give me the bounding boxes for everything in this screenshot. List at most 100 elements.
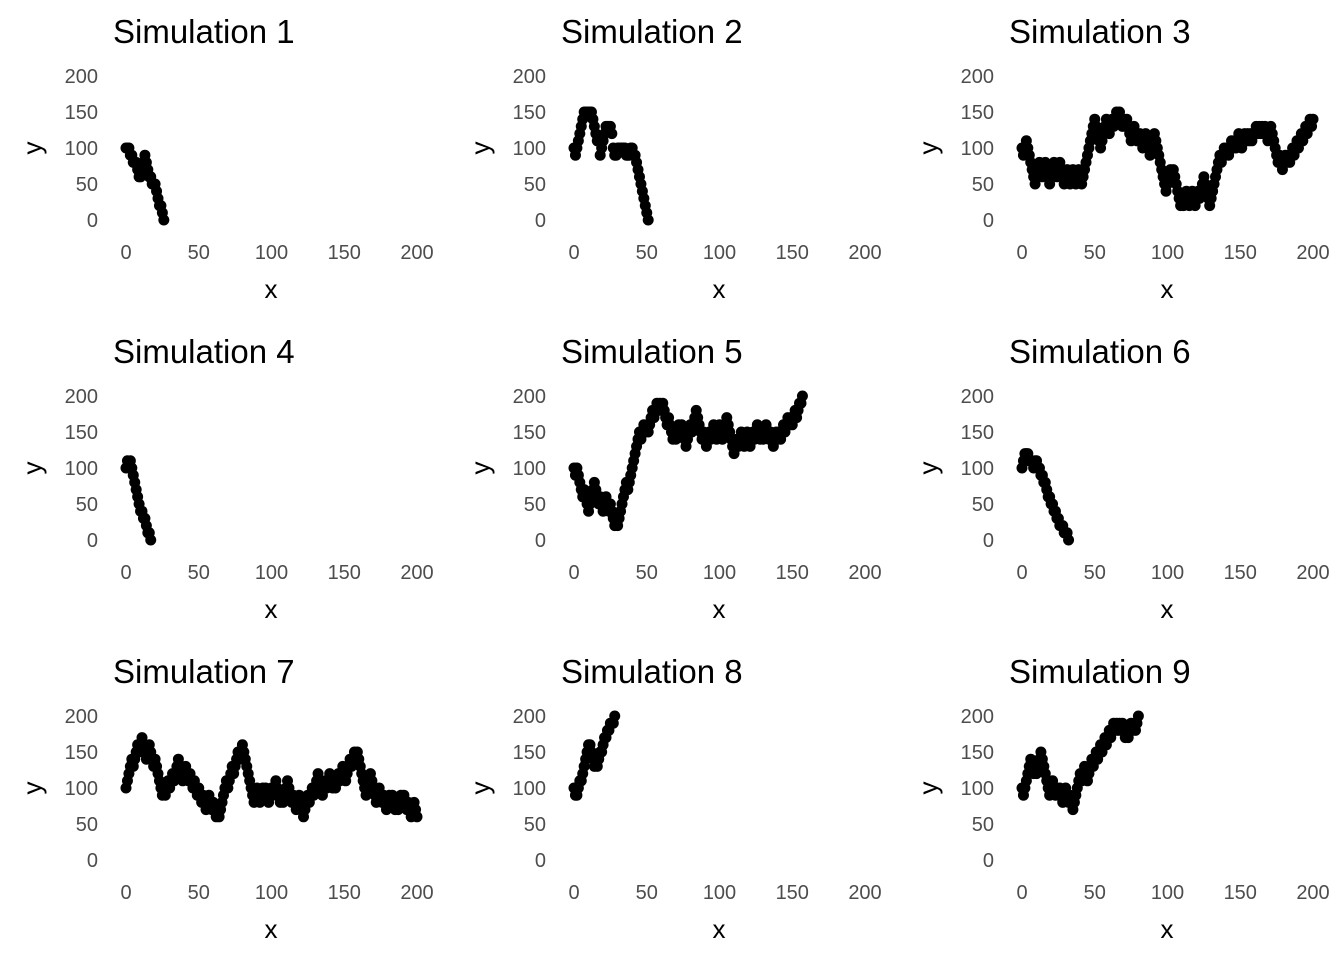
y-tick-label: 50 xyxy=(76,174,98,196)
y-tick-label: 50 xyxy=(972,814,994,836)
y-axis-label: y xyxy=(17,782,47,795)
points xyxy=(1016,448,1075,546)
y-axis-label: y xyxy=(17,142,47,155)
data-point xyxy=(1307,113,1319,125)
y-tick-label: 50 xyxy=(524,174,546,196)
x-tick-label: 100 xyxy=(1151,242,1184,264)
x-axis-label: x xyxy=(265,594,278,624)
y-axis-label: y xyxy=(465,462,495,475)
panel-simulation-1: Simulation 1 0 50 100 150 200 0 50 100 150 200 x y xyxy=(17,13,434,304)
y-tick-label: 200 xyxy=(961,706,994,728)
x-tick-label: 200 xyxy=(400,562,433,584)
x-tick-label: 150 xyxy=(776,242,809,264)
y-tick-label: 100 xyxy=(961,778,994,800)
data-point xyxy=(145,534,157,546)
y-tick-label: 100 xyxy=(961,138,994,160)
data-point xyxy=(1132,710,1144,722)
y-tick-label: 150 xyxy=(65,102,98,124)
x-tick-label: 50 xyxy=(636,882,658,904)
y-tick-label: 150 xyxy=(513,742,546,764)
data-point xyxy=(1063,534,1075,546)
x-tick-label: 50 xyxy=(1084,242,1106,264)
x-axis-label: x xyxy=(265,914,278,944)
y-tick-label: 100 xyxy=(513,138,546,160)
x-tick-label: 100 xyxy=(1151,882,1184,904)
points xyxy=(568,106,654,226)
x-tick-label: 50 xyxy=(188,242,210,264)
y-tick-label: 200 xyxy=(65,386,98,408)
panel-simulation-4: Simulation 4 0 50 100 150 200 0 50 100 150 200 x y xyxy=(17,333,434,624)
panel-title: Simulation 1 xyxy=(113,13,295,50)
y-axis-label: y xyxy=(913,782,943,795)
y-tick-label: 100 xyxy=(65,778,98,800)
x-tick-label: 100 xyxy=(703,882,736,904)
x-axis-label: x xyxy=(265,274,278,304)
y-tick-label: 200 xyxy=(513,386,546,408)
x-tick-label: 200 xyxy=(848,242,881,264)
points xyxy=(120,455,157,546)
x-tick-label: 100 xyxy=(255,242,288,264)
panel-title: Simulation 7 xyxy=(113,653,295,690)
data-point xyxy=(158,214,170,226)
x-tick-label: 0 xyxy=(1016,882,1027,904)
x-tick-label: 150 xyxy=(328,242,361,264)
x-tick-label: 200 xyxy=(400,242,433,264)
x-tick-label: 200 xyxy=(1296,882,1329,904)
x-axis-label: x xyxy=(1161,274,1174,304)
panel-title: Simulation 2 xyxy=(561,13,743,50)
x-tick-label: 0 xyxy=(120,242,131,264)
panel-title: Simulation 6 xyxy=(1009,333,1191,370)
x-tick-label: 0 xyxy=(568,882,579,904)
x-tick-label: 0 xyxy=(120,882,131,904)
y-axis-label: y xyxy=(913,462,943,475)
x-tick-label: 0 xyxy=(1016,242,1027,264)
y-tick-label: 50 xyxy=(972,174,994,196)
y-tick-label: 150 xyxy=(513,422,546,444)
y-axis-label: y xyxy=(17,462,47,475)
x-tick-label: 150 xyxy=(1224,882,1257,904)
x-tick-label: 50 xyxy=(1084,562,1106,584)
y-tick-label: 100 xyxy=(961,458,994,480)
x-tick-label: 100 xyxy=(255,882,288,904)
x-axis-label: x xyxy=(713,914,726,944)
panel-title: Simulation 5 xyxy=(561,333,743,370)
x-tick-label: 50 xyxy=(188,562,210,584)
y-tick-label: 150 xyxy=(65,742,98,764)
y-tick-label: 100 xyxy=(513,458,546,480)
x-tick-label: 150 xyxy=(776,562,809,584)
y-axis-label: y xyxy=(465,782,495,795)
panel-simulation-3: Simulation 3 0 50 100 150 200 0 50 100 150 200 x y xyxy=(913,13,1330,304)
x-axis-label: x xyxy=(713,594,726,624)
x-tick-label: 200 xyxy=(848,882,881,904)
x-tick-label: 50 xyxy=(1084,882,1106,904)
panel-title: Simulation 4 xyxy=(113,333,295,370)
panel-title: Simulation 9 xyxy=(1009,653,1191,690)
x-axis-label: x xyxy=(1161,914,1174,944)
points xyxy=(568,710,621,801)
y-tick-label: 150 xyxy=(961,742,994,764)
x-tick-label: 50 xyxy=(636,242,658,264)
x-tick-label: 100 xyxy=(255,562,288,584)
points xyxy=(1016,710,1144,816)
y-tick-label: 150 xyxy=(513,102,546,124)
x-axis-label: x xyxy=(713,274,726,304)
x-tick-label: 100 xyxy=(1151,562,1184,584)
panel-simulation-2: Simulation 2 0 50 100 150 200 0 50 100 150 200 x y xyxy=(465,13,882,304)
y-tick-label: 0 xyxy=(535,850,546,872)
y-tick-label: 100 xyxy=(513,778,546,800)
y-tick-label: 0 xyxy=(983,210,994,232)
y-tick-label: 150 xyxy=(961,102,994,124)
y-tick-label: 0 xyxy=(87,850,98,872)
y-tick-label: 0 xyxy=(87,530,98,552)
panel-simulation-6: Simulation 6 0 50 100 150 200 0 50 100 150 200 x y xyxy=(913,333,1330,624)
data-point xyxy=(411,811,423,823)
y-tick-label: 0 xyxy=(535,530,546,552)
x-tick-label: 150 xyxy=(776,882,809,904)
x-tick-label: 150 xyxy=(328,562,361,584)
y-tick-label: 150 xyxy=(961,422,994,444)
x-axis-label: x xyxy=(1161,594,1174,624)
data-point xyxy=(642,214,654,226)
panel-simulation-8: Simulation 8 0 50 100 150 200 0 50 100 150 200 x y xyxy=(465,653,882,944)
y-tick-label: 200 xyxy=(961,66,994,88)
